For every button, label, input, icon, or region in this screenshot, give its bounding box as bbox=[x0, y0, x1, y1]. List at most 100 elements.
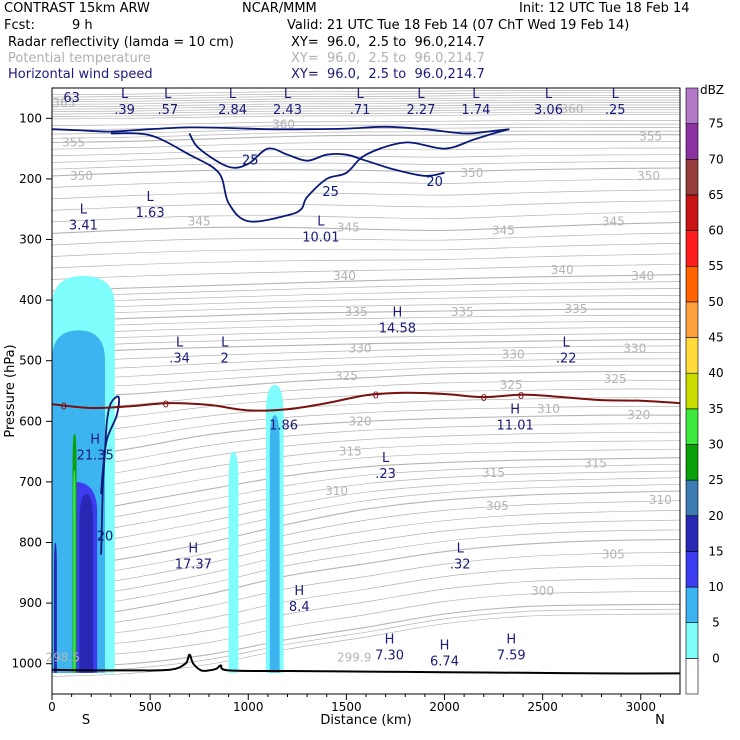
theta-isentrope bbox=[52, 274, 680, 292]
theta-isentrope bbox=[52, 104, 680, 110]
extremum-kind: H bbox=[385, 633, 395, 648]
wind-contour-label: 25 bbox=[242, 154, 259, 169]
colorbar-swatch bbox=[685, 301, 699, 338]
theta-contour-label: 325 bbox=[604, 372, 627, 386]
x-tick-label: 500 bbox=[139, 700, 162, 714]
theta-isentrope bbox=[52, 97, 680, 103]
extremum-kind: L bbox=[221, 336, 229, 351]
extremum-value: 2.43 bbox=[273, 103, 302, 118]
extremum-kind: L bbox=[176, 336, 184, 351]
extremum-value: 3.41 bbox=[69, 218, 98, 233]
extremum-value: 2.84 bbox=[218, 103, 247, 118]
theta-isentrope bbox=[52, 364, 680, 389]
theta-contour-label: 330 bbox=[349, 342, 372, 356]
theta-isentrope bbox=[52, 320, 680, 335]
y-tick-label: 700 bbox=[19, 475, 42, 489]
theta-isentrope bbox=[52, 448, 680, 508]
extremum-kind: L bbox=[147, 190, 155, 205]
extremum-value: 8.4 bbox=[289, 600, 310, 615]
colorbar-level-label: 55 bbox=[708, 259, 723, 273]
freezing-level-label: 0 bbox=[163, 399, 169, 410]
extremum-value: 21.35 bbox=[77, 449, 114, 464]
theta-contour-label: 355 bbox=[62, 136, 85, 150]
extremum-kind: L bbox=[417, 87, 425, 102]
extremum-kind: L bbox=[545, 87, 553, 102]
field-name-reflectivity: Radar reflectivity (lamda = 10 cm) bbox=[8, 35, 234, 50]
reflectivity-cell bbox=[52, 409, 74, 673]
theta-isentrope bbox=[52, 253, 680, 269]
theta-isentrope bbox=[52, 92, 680, 98]
colorbar-level-label: 60 bbox=[708, 224, 723, 238]
freezing-level-label: 0 bbox=[373, 391, 379, 402]
extremum-kind: L bbox=[563, 336, 571, 351]
extremum-kind: H bbox=[510, 402, 520, 417]
colorbar-swatch bbox=[685, 444, 699, 481]
theta-isentrope bbox=[52, 477, 680, 550]
theta-isentrope bbox=[52, 140, 680, 150]
theta-isentrope bbox=[52, 288, 680, 304]
theta-isentrope bbox=[52, 338, 680, 354]
theta-isentrope bbox=[52, 263, 680, 280]
extremum-kind: L bbox=[284, 87, 292, 102]
terrain bbox=[52, 653, 680, 675]
wind-contour-label: 25 bbox=[322, 185, 339, 200]
reflectivity-cell bbox=[228, 451, 239, 673]
extremum-kind: L bbox=[356, 87, 364, 102]
theta-isentrope bbox=[52, 483, 680, 560]
extremum-kind: H bbox=[393, 305, 403, 320]
theta-isentrope bbox=[52, 308, 680, 322]
theta-isentrope bbox=[52, 111, 680, 117]
theta-isentrope bbox=[52, 406, 680, 449]
wind-contour-label: 20 bbox=[426, 175, 443, 190]
theta-isentrope bbox=[52, 327, 680, 341]
theta-isentrope bbox=[52, 120, 680, 126]
init-time: Init: 12 UTC Tue 18 Feb 14 bbox=[519, 1, 690, 16]
theta-isentrope bbox=[52, 221, 680, 234]
freezing-level-label: 0 bbox=[61, 401, 67, 412]
freezing-level-label: 0 bbox=[518, 391, 524, 402]
extremum-kind: L bbox=[229, 87, 237, 102]
extremum-value: 2.27 bbox=[406, 103, 435, 118]
colorbar-level-label: 10 bbox=[708, 580, 723, 594]
y-tick-label: 300 bbox=[19, 233, 42, 247]
theta-isentrope bbox=[52, 243, 680, 257]
theta-isentrope bbox=[52, 147, 680, 157]
colorbar-swatch bbox=[685, 87, 699, 124]
x-tick-label: 0 bbox=[48, 700, 56, 714]
theta-isentrope bbox=[52, 552, 680, 631]
extremum-kind: H bbox=[294, 584, 304, 599]
colorbar-swatch bbox=[685, 337, 699, 374]
theta-isentrope bbox=[52, 314, 680, 329]
theta-contour-label: 345 bbox=[602, 214, 625, 228]
extremum-kind: H bbox=[440, 639, 450, 654]
x-tick-label: 2500 bbox=[527, 700, 558, 714]
extremum-kind: L bbox=[612, 87, 620, 102]
x-axis-title: Distance (km) bbox=[320, 713, 411, 728]
colorbar-level-label: 35 bbox=[708, 402, 723, 416]
colorbar-level-label: 45 bbox=[708, 331, 723, 345]
theta-isentrope bbox=[52, 167, 680, 177]
theta-isentrope bbox=[52, 211, 680, 223]
forecast-hour: 9 h bbox=[72, 18, 93, 33]
plot-frame bbox=[51, 87, 681, 695]
theta-contour-label: 350 bbox=[637, 169, 660, 183]
freezing-level: 0 0 0 0 0 bbox=[52, 391, 680, 412]
extremum-kind: L bbox=[472, 87, 480, 102]
colorbar-level-label: 5 bbox=[712, 616, 720, 630]
theta-contour-label: 305 bbox=[486, 499, 509, 513]
theta-isentrope bbox=[52, 200, 680, 211]
extremum-value: 10.01 bbox=[302, 230, 339, 245]
field-xy-wind: XY= 96.0, 2.5 to 96.0,214.7 bbox=[291, 67, 485, 82]
colorbar-level-label: 20 bbox=[708, 509, 723, 523]
theta-isentrope bbox=[52, 281, 680, 298]
organization-label: NCAR/MMM bbox=[242, 1, 317, 16]
y-tick-label: 1000 bbox=[11, 657, 42, 671]
theta-contour-label: 325 bbox=[500, 378, 523, 392]
y-axis-title: Pressure (hPa) bbox=[3, 344, 18, 437]
x-tick-label: 1500 bbox=[331, 700, 362, 714]
extremum-value: .71 bbox=[350, 103, 371, 118]
theta-isentrope bbox=[52, 109, 680, 115]
theta-contours bbox=[52, 90, 680, 677]
theta-isentrope bbox=[52, 603, 680, 668]
extremum-value: .25 bbox=[605, 103, 626, 118]
